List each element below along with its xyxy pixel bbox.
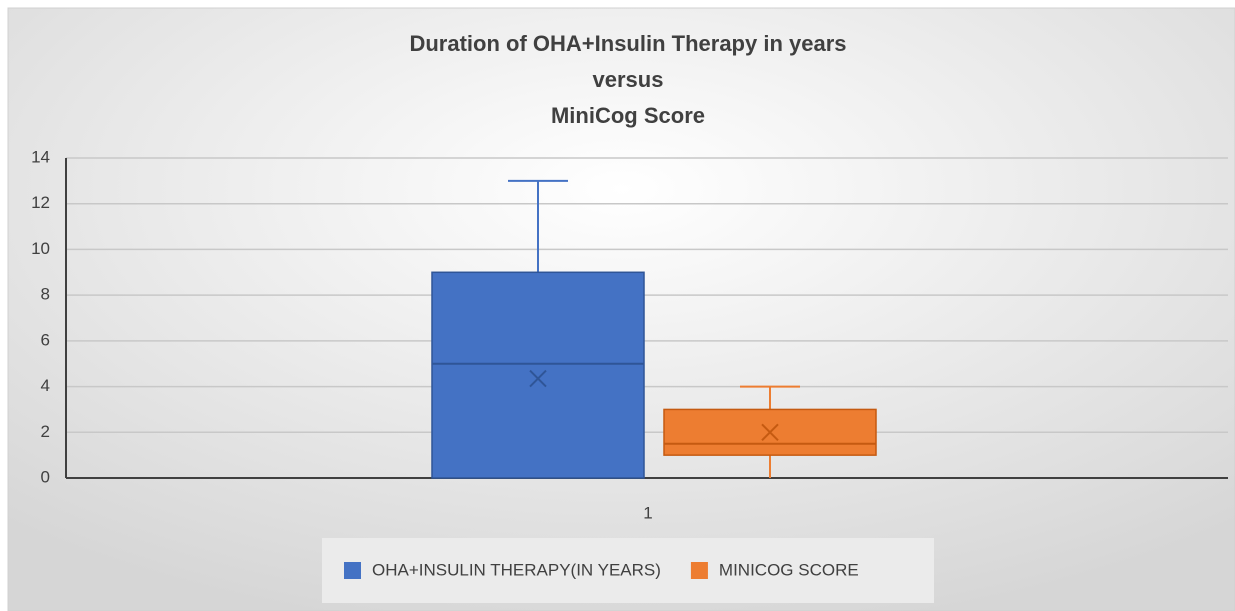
legend-label: MINICOG SCORE — [719, 560, 859, 579]
chart-title: Duration of OHA+Insulin Therapy in years — [409, 31, 846, 56]
chart-title: MiniCog Score — [551, 103, 705, 128]
legend-box — [322, 538, 934, 603]
y-tick-label: 2 — [41, 422, 50, 441]
y-tick-label: 6 — [41, 330, 50, 349]
y-tick-label: 4 — [41, 376, 50, 395]
chart-title: versus — [593, 67, 664, 92]
x-tick-label: 1 — [643, 503, 652, 522]
y-tick-label: 0 — [41, 467, 50, 486]
legend-swatch — [690, 562, 708, 579]
mean-marker — [761, 423, 779, 441]
legend-label: OHA+INSULIN THERAPY(IN YEARS) — [372, 560, 661, 579]
y-tick-label: 14 — [31, 147, 50, 166]
box — [431, 271, 645, 479]
y-tick-label: 10 — [31, 239, 50, 258]
mean-marker — [529, 369, 547, 388]
y-tick-label: 8 — [41, 285, 50, 304]
legend-swatch — [344, 562, 361, 579]
y-tick-label: 12 — [31, 193, 50, 212]
